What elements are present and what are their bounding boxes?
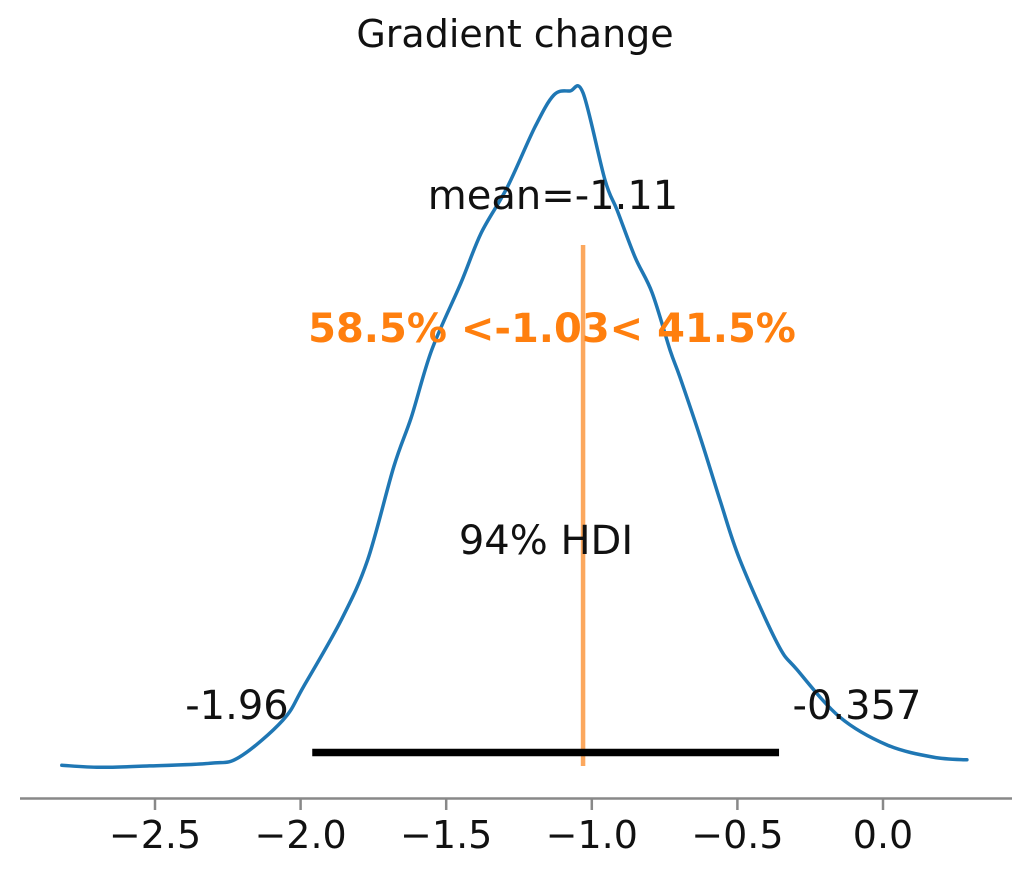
x-axis-tick-label: −2.0 bbox=[254, 813, 346, 857]
mean-annotation: mean=-1.11 bbox=[427, 173, 679, 219]
ref-value-annotation: 58.5% <-1.03< 41.5% bbox=[308, 306, 796, 352]
plot-title: Gradient change bbox=[356, 12, 674, 56]
hdi-upper-label: -0.357 bbox=[792, 683, 922, 729]
x-axis-tick-label: −2.5 bbox=[109, 813, 201, 857]
x-axis-tick-label: −0.5 bbox=[691, 813, 783, 857]
x-axis-tick-label: −1.5 bbox=[400, 813, 492, 857]
kde-curve bbox=[60, 84, 969, 770]
hdi-label: 94% HDI bbox=[458, 518, 634, 564]
x-axis-tick-label: 0.0 bbox=[853, 813, 913, 857]
x-axis-tick-label: −1.0 bbox=[546, 813, 638, 857]
hdi-lower-label: -1.96 bbox=[185, 683, 289, 729]
